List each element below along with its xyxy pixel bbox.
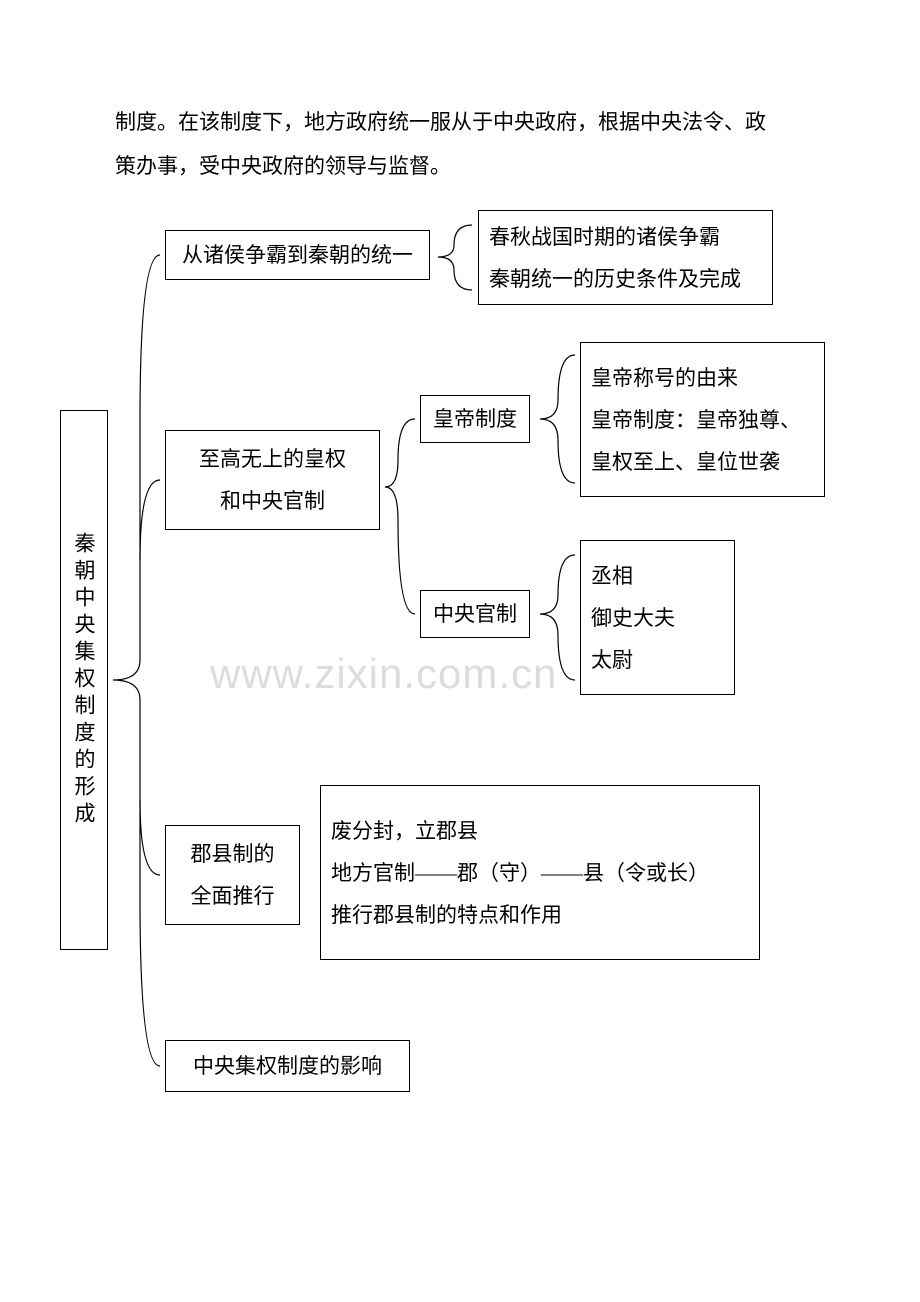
- branch-3-l1: 郡县制的: [191, 833, 275, 875]
- b3-d2: 地方官制——郡（守）——县（令或长）: [331, 852, 749, 894]
- branch-1: 从诸侯争霸到秦朝的统一: [165, 230, 430, 280]
- branch-1-d2: 秦朝统一的历史条件及完成: [489, 258, 762, 300]
- b2s2-d1: 丞相: [591, 555, 724, 597]
- watermark-text: www.zixin.com.cn: [210, 650, 557, 698]
- b3-d3: 推行郡县制的特点和作用: [331, 894, 749, 936]
- branch-1-detail: 春秋战国时期的诸侯争霸 秦朝统一的历史条件及完成: [478, 210, 773, 305]
- branch-2-sub2-detail: 丞相 御史大夫 太尉: [580, 540, 735, 695]
- branch-2-l1: 至高无上的皇权: [199, 438, 346, 480]
- b2s2-d3: 太尉: [591, 639, 724, 681]
- intro-line: 策办事，受中央政府的领导与监督。: [115, 154, 451, 178]
- b2s1-d2: 皇帝制度：皇帝独尊、: [591, 399, 814, 441]
- branch-2-sub1-label: 皇帝制度: [433, 398, 517, 440]
- branch-2-sub2: 中央官制: [420, 590, 530, 638]
- b2s1-d1: 皇帝称号的由来: [591, 357, 814, 399]
- branch-3-detail: 废分封，立郡县 地方官制——郡（守）——县（令或长） 推行郡县制的特点和作用: [320, 785, 760, 960]
- branch-2: 至高无上的皇权 和中央官制: [165, 430, 380, 530]
- branch-4-label: 中央集权制度的影响: [193, 1045, 382, 1087]
- intro-paragraph: 制度。在该制度下，地方政府统一服从于中央政府，根据中央法令、政 策办事，受中央政…: [115, 100, 805, 188]
- b3-d1: 废分封，立郡县: [331, 810, 749, 852]
- branch-1-d1: 春秋战国时期的诸侯争霸: [489, 216, 762, 258]
- branch-3: 郡县制的 全面推行: [165, 825, 300, 925]
- root-label: 秦朝中央集权制度的形成: [63, 532, 105, 829]
- branch-1-label: 从诸侯争霸到秦朝的统一: [182, 234, 413, 276]
- root-node: 秦朝中央集权制度的形成: [60, 410, 108, 950]
- branch-2-sub2-label: 中央官制: [433, 593, 517, 635]
- branch-2-sub1: 皇帝制度: [420, 395, 530, 443]
- intro-line: 制度。在该制度下，地方政府统一服从于中央政府，根据中央法令、政: [115, 110, 766, 134]
- branch-4: 中央集权制度的影响: [165, 1040, 410, 1092]
- branch-2-sub1-detail: 皇帝称号的由来 皇帝制度：皇帝独尊、 皇权至上、皇位世袭: [580, 342, 825, 497]
- b2s1-d3: 皇权至上、皇位世袭: [591, 441, 814, 483]
- branch-2-l2: 和中央官制: [220, 480, 325, 522]
- b2s2-d2: 御史大夫: [591, 597, 724, 639]
- branch-3-l2: 全面推行: [191, 875, 275, 917]
